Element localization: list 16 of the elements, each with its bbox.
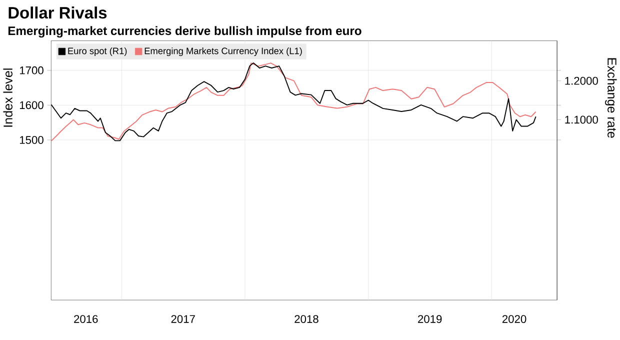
x-tick-label: 2018 (294, 315, 318, 324)
x-tick-label: 2017 (171, 315, 195, 324)
y-tick-label: 1600 (20, 101, 44, 110)
y-axis-title: Index level (3, 68, 12, 127)
y2-tick-label: 1.1000 (565, 116, 598, 124)
y-tick-label: 1500 (20, 136, 44, 144)
legend-label: Euro spot (R1) (68, 48, 127, 56)
chart-subtitle: Emerging-market currencies derive bullish impulse from euro (8, 26, 362, 38)
x-tick-label: 2016 (74, 315, 98, 324)
y2-axis-title: Exchange rate (605, 58, 617, 138)
chart-title: Dollar Rivals (8, 6, 107, 19)
legend-label: Emerging Markets Currency Index (L1) (144, 48, 302, 56)
y-tick-label: 1700 (20, 66, 44, 74)
x-tick-label: 2019 (418, 315, 442, 324)
y2-tick-label: 1.2000 (565, 77, 598, 85)
x-tick-label: 2020 (502, 315, 526, 324)
